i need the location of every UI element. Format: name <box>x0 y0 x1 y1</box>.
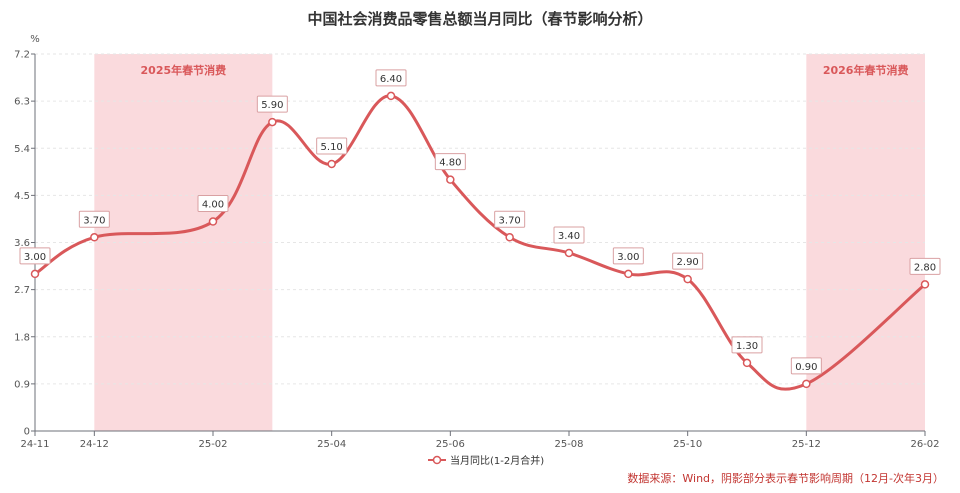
data-point[interactable] <box>742 358 752 368</box>
y-axis-unit: % <box>30 34 40 45</box>
data-labels: 3.00 3.70 4.00 5.90 5.10 6.40 4.80 3.70 3.40 3.00… <box>19 69 941 389</box>
data-point[interactable] <box>920 280 930 289</box>
data-label-box <box>553 226 585 244</box>
data-label: 1.30 <box>736 341 758 352</box>
data-point[interactable] <box>327 159 336 169</box>
data-label-box <box>197 195 229 213</box>
y-tick-label: 6.3 <box>14 97 30 108</box>
data-label: 4.00 <box>202 200 224 211</box>
y-tick-label: 2.7 <box>14 285 30 296</box>
data-point[interactable] <box>208 217 218 226</box>
y-tick-label: 0 <box>24 427 30 438</box>
data-label: 6.40 <box>380 74 402 85</box>
data-label-box <box>78 210 110 228</box>
y-tick-label: 4.5 <box>14 191 30 202</box>
data-label-box <box>731 336 763 354</box>
legend-line-marker-icon <box>428 455 446 464</box>
legend-item[interactable]: 当月同比(1-2月合并) <box>428 452 544 467</box>
x-tick-label: 25-10 <box>673 439 702 450</box>
data-point[interactable] <box>505 233 514 242</box>
data-label: 3.70 <box>83 215 105 226</box>
data-label: 2.90 <box>677 257 699 268</box>
data-label: 5.10 <box>321 142 343 153</box>
data-label-box <box>494 210 526 228</box>
data-label-box <box>612 247 644 265</box>
data-label-box <box>672 252 704 270</box>
data-point[interactable] <box>386 91 396 101</box>
shaded-region <box>94 54 273 431</box>
shaded-region-label: 2026年春节消费 <box>823 63 909 77</box>
y-tick-label: 5.4 <box>14 144 30 155</box>
data-label: 2.80 <box>914 262 936 273</box>
data-label-box <box>256 95 288 113</box>
x-tick-label: 25-08 <box>554 439 583 450</box>
x-tick-label: 25-12 <box>792 439 821 450</box>
data-point[interactable] <box>30 269 40 279</box>
data-label: 3.00 <box>24 252 46 263</box>
data-label: 4.80 <box>439 158 461 169</box>
chart-title: 中国社会消费品零售总额当月同比（春节影响分析） <box>307 10 653 28</box>
data-label-box <box>434 153 466 171</box>
grid-lines <box>35 53 925 385</box>
y-tick-label: 3.6 <box>14 238 30 249</box>
data-label-box <box>316 137 348 155</box>
data-label-box <box>19 247 51 265</box>
data-point[interactable] <box>683 274 692 284</box>
x-tick-label: 25-06 <box>436 439 465 450</box>
x-tick-label: 24-12 <box>80 439 109 450</box>
y-tick-label: 0.9 <box>14 379 30 390</box>
data-label: 3.00 <box>617 252 639 263</box>
x-tick-label: 26-02 <box>910 439 939 450</box>
shaded-region-label: 2025年春节消费 <box>141 63 227 77</box>
data-point[interactable] <box>802 379 811 389</box>
data-label: 3.40 <box>558 231 580 242</box>
data-label: 0.90 <box>795 362 817 373</box>
data-label: 3.70 <box>499 215 521 226</box>
data-point[interactable] <box>446 175 455 184</box>
data-point[interactable] <box>268 117 277 127</box>
data-point[interactable] <box>564 248 574 258</box>
source-note: 数据来源：Wind，阴影部分表示春节影响周期（12月-次年3月） <box>627 472 944 485</box>
data-label-box <box>375 69 407 87</box>
y-tick-label: 1.8 <box>14 332 30 343</box>
x-tick-label: 25-04 <box>317 439 346 450</box>
data-point[interactable] <box>90 233 99 242</box>
y-tick-label: 7.2 <box>14 50 30 61</box>
data-label: 5.90 <box>261 100 283 111</box>
x-tick-label: 24-11 <box>20 439 49 450</box>
data-label-box <box>790 357 822 375</box>
data-point[interactable] <box>624 269 633 279</box>
x-tick-label: 25-02 <box>198 439 227 450</box>
axes: 0 0.9 1.8 2.7 3.6 4.5 5.4 6.3 7.2% 24-11 24-12 25-0… <box>14 34 939 450</box>
data-label-box <box>909 257 941 275</box>
legend-label: 当月同比(1-2月合并) <box>450 456 545 467</box>
